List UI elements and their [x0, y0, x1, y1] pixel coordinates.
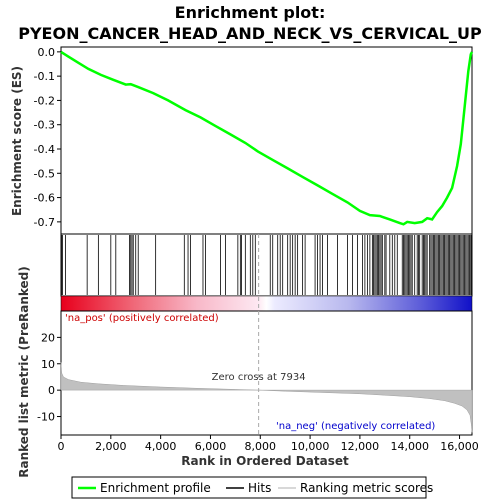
- es-y-tick-label: -0.6: [34, 192, 55, 205]
- x-tick-label: 0: [58, 440, 65, 453]
- x-tick-label: 8,000: [245, 440, 277, 453]
- x-tick-label: 4,000: [145, 440, 177, 453]
- ranking-metric-area: [60, 362, 473, 433]
- es-panel-frame: [60, 46, 473, 235]
- x-tick-label: 14,000: [390, 440, 429, 453]
- x-tick-label: 10,000: [291, 440, 330, 453]
- ranked-y-tick-label: 20: [41, 331, 55, 344]
- es-y-tick-label: -0.1: [34, 70, 55, 83]
- ranked-panel-frame: [60, 310, 473, 436]
- es-y-tick-label: -0.5: [34, 167, 55, 180]
- ranked-y-axis-label: Ranked list metric (PreRanked): [17, 266, 31, 478]
- ranked-y-ticks: 20 10 0 -10: [37, 331, 61, 424]
- x-tick-label: 2,000: [95, 440, 127, 453]
- ranking-color-bar: [60, 295, 473, 312]
- x-axis-ticks: 0 2,000 4,000 6,000 8,000 10,000 12,000 14,000 1…: [58, 435, 479, 453]
- es-y-ticks: 0.0 -0.1 -0.2 -0.3 -0.4 -0.5 -0.6 -0.7: [34, 46, 61, 229]
- ranked-y-tick-label: 0: [48, 384, 55, 397]
- chart-title-line-2: PYEON_CANCER_HEAD_AND_NECK_VS_CERVICAL_U…: [18, 24, 482, 43]
- es-y-tick-label: -0.4: [34, 143, 55, 156]
- hits-panel-frame: [60, 233, 473, 297]
- x-axis-label: Rank in Ordered Dataset: [181, 454, 349, 468]
- legend-hits: Hits: [248, 481, 271, 495]
- legend-ranking-metric-scores: Ranking metric scores: [300, 481, 433, 495]
- zero-cross-label: Zero cross at 7934: [212, 372, 306, 383]
- es-y-tick-label: -0.2: [34, 94, 55, 107]
- hits-layer: [61, 235, 472, 295]
- x-tick-label: 16,000: [440, 440, 479, 453]
- x-tick-label: 12,000: [341, 440, 380, 453]
- es-y-tick-label: -0.3: [34, 119, 55, 132]
- ranked-y-tick-label: -10: [37, 411, 55, 424]
- legend-enrichment-profile: Enrichment profile: [100, 481, 211, 495]
- legend-box: [71, 476, 427, 499]
- es-y-axis-label: Enrichment score (ES): [10, 66, 24, 216]
- negative-correlation-label: 'na_neg' (negatively correlated): [276, 421, 435, 432]
- ranked-y-tick-label: 10: [41, 358, 55, 371]
- x-tick-label: 6,000: [195, 440, 227, 453]
- es-y-tick-label: -0.7: [34, 216, 55, 229]
- positive-correlation-label: 'na_pos' (positively correlated): [65, 313, 219, 324]
- chart-title-line-1: Enrichment plot:: [175, 3, 326, 22]
- enrichment-profile-line: [60, 50, 474, 226]
- es-y-tick-label: 0.0: [38, 46, 56, 59]
